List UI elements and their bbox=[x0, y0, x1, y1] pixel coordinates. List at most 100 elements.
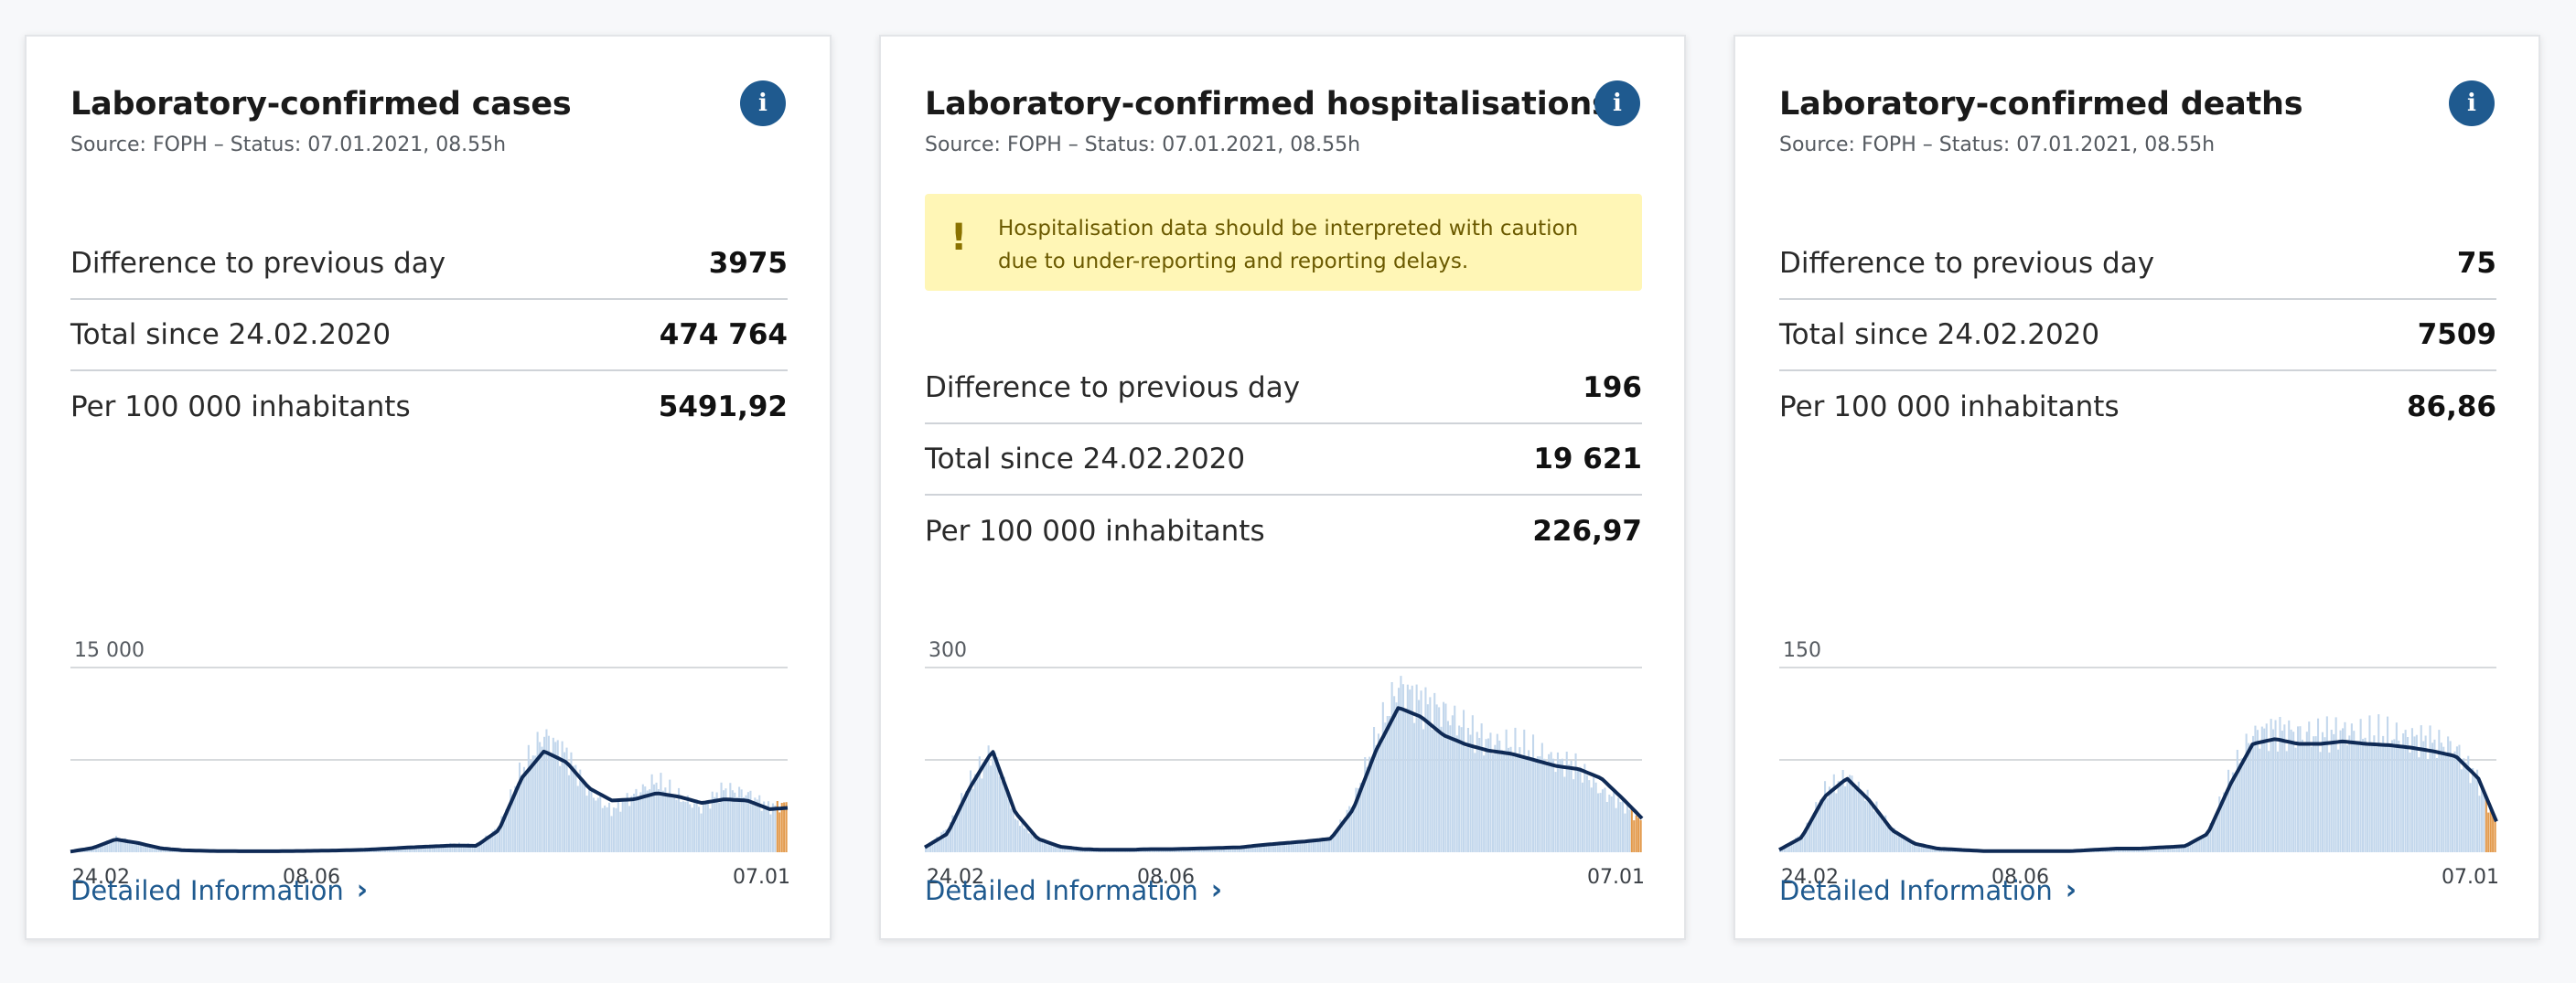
bar bbox=[460, 845, 463, 852]
bar bbox=[485, 835, 488, 852]
bar bbox=[2314, 736, 2317, 852]
bar bbox=[1808, 822, 1810, 852]
y-max-label: 150 bbox=[1783, 639, 1821, 662]
bar bbox=[2259, 748, 2261, 852]
bar bbox=[1783, 847, 1786, 852]
bar bbox=[1454, 705, 1456, 852]
warning-banner: ! Hospitalisation data should be interpr… bbox=[925, 194, 1642, 291]
bar bbox=[2283, 724, 2286, 852]
bar bbox=[734, 792, 736, 852]
bar bbox=[2227, 769, 2230, 852]
bar bbox=[1014, 818, 1017, 852]
bar bbox=[1361, 785, 1364, 852]
x-tick-label: 24.02 bbox=[927, 866, 984, 889]
bar bbox=[1530, 757, 1532, 852]
info-icon[interactable]: i bbox=[2449, 80, 2495, 126]
bar bbox=[1819, 799, 1822, 852]
bar bbox=[1344, 817, 1347, 852]
bar bbox=[745, 795, 747, 852]
bar bbox=[1617, 797, 1620, 852]
bar bbox=[2449, 741, 2452, 852]
bar bbox=[1916, 845, 1918, 852]
detailed-information-link[interactable]: Detailed Information › bbox=[70, 874, 368, 906]
bar bbox=[1911, 841, 1914, 852]
bar bbox=[1390, 682, 1393, 852]
bar bbox=[2305, 732, 2308, 852]
bar bbox=[131, 841, 134, 852]
bar bbox=[2395, 722, 2398, 852]
bar bbox=[1931, 847, 1934, 852]
bar bbox=[1471, 715, 1474, 852]
bar bbox=[985, 760, 988, 852]
bar bbox=[1561, 758, 1563, 852]
bar bbox=[1552, 758, 1555, 852]
bar bbox=[2328, 752, 2331, 852]
bar bbox=[2476, 769, 2479, 852]
detailed-information-link[interactable]: Detailed Information › bbox=[925, 874, 1222, 906]
average-line bbox=[923, 706, 1644, 852]
bar bbox=[454, 843, 456, 852]
bar bbox=[1837, 781, 1840, 852]
bar bbox=[103, 842, 106, 852]
info-icon[interactable]: i bbox=[1594, 80, 1640, 126]
bar bbox=[1528, 750, 1530, 852]
bar bbox=[404, 847, 407, 852]
info-icon[interactable]: i bbox=[740, 80, 786, 126]
bar bbox=[608, 802, 611, 852]
bar bbox=[785, 802, 788, 852]
bar bbox=[1304, 839, 1306, 852]
bar bbox=[2216, 814, 2218, 852]
bar bbox=[2321, 732, 2324, 852]
bar bbox=[1283, 842, 1286, 852]
bar bbox=[1821, 796, 1824, 852]
bar bbox=[1458, 725, 1461, 852]
bar bbox=[2364, 737, 2367, 852]
bar bbox=[749, 790, 752, 852]
bar bbox=[1532, 734, 1535, 852]
bar bbox=[601, 807, 604, 852]
bar bbox=[451, 844, 454, 852]
bar bbox=[751, 804, 754, 852]
bar bbox=[1209, 848, 1212, 852]
bar bbox=[1016, 820, 1019, 852]
bar bbox=[500, 816, 503, 852]
bar bbox=[686, 795, 689, 852]
bar bbox=[1523, 729, 1526, 852]
bar bbox=[2494, 819, 2496, 852]
bar bbox=[1855, 789, 1858, 852]
bar bbox=[123, 838, 126, 852]
bar bbox=[590, 789, 593, 852]
bar bbox=[2458, 744, 2461, 852]
bar bbox=[2435, 758, 2438, 852]
y-max-label: 15 000 bbox=[74, 639, 145, 662]
bar bbox=[1500, 750, 1503, 852]
detailed-information-link[interactable]: Detailed Information › bbox=[1779, 874, 2077, 906]
bar bbox=[606, 807, 608, 852]
bar bbox=[397, 847, 400, 852]
bar bbox=[2474, 775, 2476, 852]
stat-label: Difference to previous day bbox=[70, 247, 446, 280]
bar bbox=[552, 737, 554, 852]
bar bbox=[1840, 781, 1842, 852]
bar bbox=[489, 834, 492, 852]
bar bbox=[164, 849, 166, 852]
bar bbox=[2463, 758, 2465, 852]
bar bbox=[723, 790, 725, 852]
bar bbox=[156, 848, 158, 852]
stat-row: Per 100 000 inhabitants 5491,92 bbox=[70, 371, 788, 443]
stat-label: Total since 24.02.2020 bbox=[925, 443, 1246, 475]
bar bbox=[1871, 803, 1873, 852]
bar bbox=[2355, 741, 2357, 852]
bar bbox=[2158, 847, 2161, 852]
bar bbox=[1261, 844, 1263, 852]
bar bbox=[1254, 846, 1257, 852]
bar bbox=[547, 735, 550, 852]
bar bbox=[502, 814, 505, 852]
bar bbox=[126, 842, 129, 852]
bar bbox=[655, 782, 658, 852]
bar bbox=[541, 746, 543, 852]
exclamation-icon: ! bbox=[950, 217, 968, 259]
bar bbox=[2178, 847, 2181, 852]
bar bbox=[2348, 735, 2351, 852]
bar bbox=[92, 848, 95, 852]
